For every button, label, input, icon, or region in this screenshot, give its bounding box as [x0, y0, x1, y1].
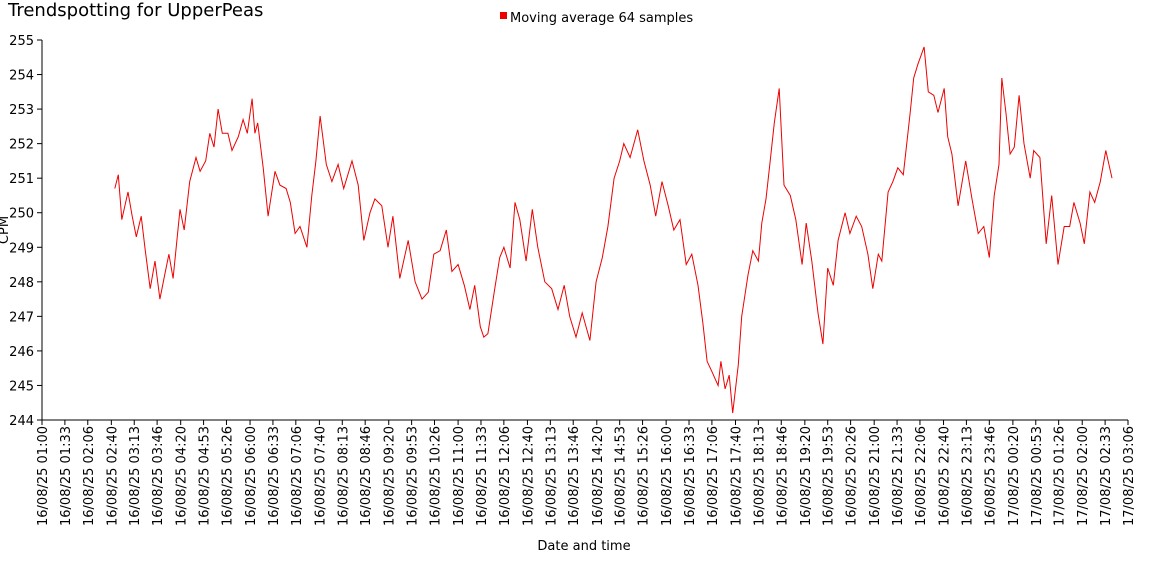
x-tick-label: 16/08/25 23:13 — [960, 426, 975, 526]
x-tick-label: 16/08/25 19:53 — [822, 426, 837, 526]
x-tick-label: 16/08/25 06:00 — [244, 426, 259, 526]
y-tick-label: 247 — [9, 310, 34, 325]
x-tick-label: 16/08/25 21:00 — [868, 426, 883, 526]
y-tick-label: 249 — [9, 241, 34, 256]
x-tick-label: 16/08/25 22:40 — [938, 426, 953, 526]
x-tick-label: 16/08/25 16:00 — [660, 426, 675, 526]
x-tick-label: 16/08/25 03:13 — [128, 426, 143, 526]
x-tick-label: 16/08/25 23:46 — [983, 426, 998, 526]
x-tick-label: 16/08/25 14:20 — [591, 426, 606, 526]
legend-swatch — [500, 12, 507, 19]
y-tick-label: 250 — [9, 207, 34, 222]
x-tick-label: 16/08/25 07:06 — [290, 426, 305, 526]
x-tick-label: 16/08/25 12:06 — [498, 426, 513, 526]
x-tick-label: 17/08/25 00:20 — [1007, 426, 1022, 526]
x-tick-label: 16/08/25 08:13 — [336, 426, 351, 526]
x-tick-label: 16/08/25 17:40 — [729, 426, 744, 526]
x-tick-label: 16/08/25 02:06 — [82, 426, 97, 526]
x-tick-label: 16/08/25 15:26 — [637, 426, 652, 526]
x-tick-label: 16/08/25 13:13 — [544, 426, 559, 526]
x-tick-label: 17/08/25 02:33 — [1099, 426, 1114, 526]
x-tick-label: 16/08/25 11:00 — [452, 426, 467, 526]
x-tick-label: 17/08/25 02:00 — [1076, 426, 1091, 526]
x-tick-label: 17/08/25 01:26 — [1053, 426, 1068, 526]
y-tick-label: 253 — [9, 103, 34, 118]
x-tick-label: 16/08/25 13:46 — [567, 426, 582, 526]
x-tick-label: 16/08/25 05:26 — [220, 426, 235, 526]
y-tick-label: 244 — [9, 414, 34, 429]
x-tick-label: 16/08/25 07:40 — [313, 426, 328, 526]
x-tick-label: 16/08/25 21:33 — [891, 426, 906, 526]
y-tick-label: 251 — [9, 172, 34, 187]
y-tick-label: 254 — [9, 69, 34, 84]
x-tick-label: 16/08/25 20:26 — [845, 426, 860, 526]
x-tick-label: 16/08/25 12:40 — [521, 426, 536, 526]
y-tick-label: 246 — [9, 345, 34, 360]
x-tick-label: 16/08/25 16:33 — [683, 426, 698, 526]
y-tick-label: 252 — [9, 138, 34, 153]
x-tick-label: 16/08/25 04:20 — [175, 426, 190, 526]
x-tick-label: 16/08/25 22:06 — [914, 426, 929, 526]
x-tick-label: 16/08/25 01:00 — [36, 426, 51, 526]
chart-title: Trendspotting for UpperPeas — [7, 0, 263, 21]
x-tick-label: 16/08/25 09:20 — [383, 426, 398, 526]
x-tick-label: 16/08/25 18:46 — [775, 426, 790, 526]
x-tick-label: 16/08/25 14:53 — [614, 426, 629, 526]
x-tick-label: 16/08/25 18:13 — [752, 426, 767, 526]
x-tick-label: 16/08/25 04:53 — [198, 426, 213, 526]
y-axis-label: CPM — [0, 216, 12, 244]
x-tick-label: 16/08/25 08:46 — [359, 426, 374, 526]
legend-label: Moving average 64 samples — [510, 11, 693, 26]
y-tick-label: 248 — [9, 276, 34, 291]
y-tick-label: 245 — [9, 379, 34, 394]
x-tick-label: 16/08/25 02:40 — [105, 426, 120, 526]
x-tick-label: 16/08/25 03:46 — [151, 426, 166, 526]
x-tick-label: 16/08/25 17:06 — [706, 426, 721, 526]
x-tick-label: 16/08/25 19:20 — [799, 426, 814, 526]
x-tick-label: 16/08/25 10:26 — [429, 426, 444, 526]
x-tick-label: 16/08/25 01:33 — [59, 426, 74, 526]
x-axis-label: Date and time — [537, 539, 630, 554]
x-tick-label: 16/08/25 11:33 — [475, 426, 490, 526]
x-tick-label: 16/08/25 09:53 — [406, 426, 421, 526]
x-tick-label: 17/08/25 03:06 — [1122, 426, 1137, 526]
x-tick-label: 16/08/25 06:33 — [267, 426, 282, 526]
series-line — [114, 46, 1113, 414]
x-tick-label: 17/08/25 00:53 — [1030, 426, 1045, 526]
y-tick-label: 255 — [9, 34, 34, 49]
